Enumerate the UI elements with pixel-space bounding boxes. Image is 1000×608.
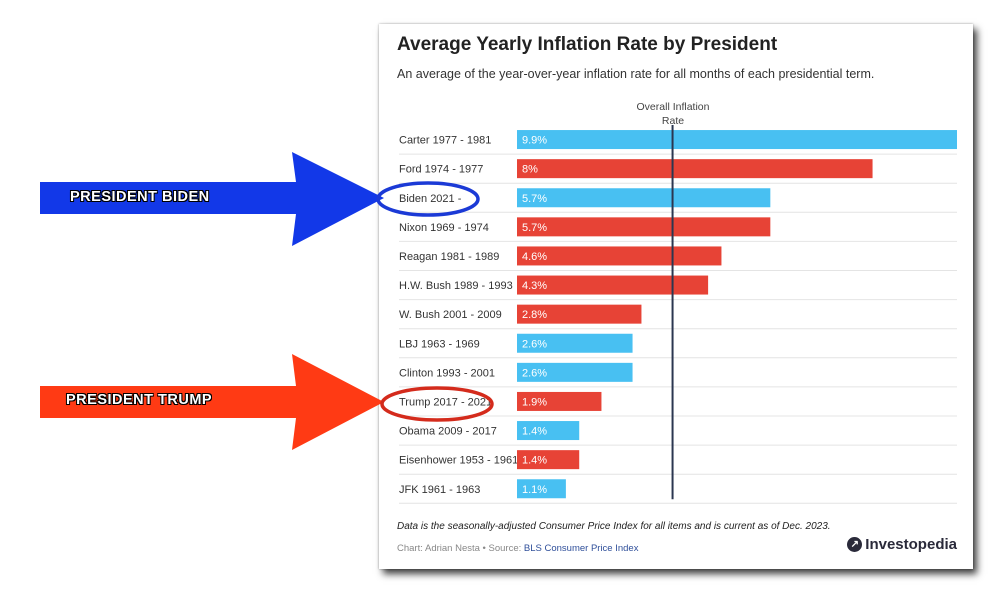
red-arrow-icon xyxy=(40,354,384,450)
chart-credit: Chart: Adrian Nesta • Source: BLS Consum… xyxy=(397,543,638,554)
bar xyxy=(517,159,873,179)
category-label: Ford 1974 - 1977 xyxy=(399,164,483,176)
bar xyxy=(517,130,957,150)
bar xyxy=(517,275,709,295)
bar xyxy=(517,391,602,411)
bar xyxy=(517,479,566,499)
bar xyxy=(517,217,771,237)
president-biden-callout: PRESIDENT BIDEN xyxy=(70,189,210,205)
biden-highlight-circle xyxy=(376,181,480,217)
source-link[interactable]: BLS Consumer Price Index xyxy=(523,543,639,554)
data-label: 2.8% xyxy=(522,309,547,321)
category-label: H.W. Bush 1989 - 1993 xyxy=(399,280,513,292)
bar-chart: Carter 1977 - 1981 9.9% Ford 1974 - 1977 8%… xyxy=(399,125,957,504)
category-label: Carter 1977 - 1981 xyxy=(399,135,491,147)
bar xyxy=(517,246,722,266)
bar xyxy=(517,421,580,441)
reference-label-line-1: Overall Inflation xyxy=(636,101,710,113)
chart-subtitle: An average of the year-over-year inflati… xyxy=(397,67,875,81)
chart-title: Average Yearly Inflation Rate by Preside… xyxy=(397,34,778,55)
chart-card: Average Yearly Inflation Rate by Preside… xyxy=(379,24,973,569)
data-label: 5.7% xyxy=(522,193,547,205)
category-label: Reagan 1981 - 1989 xyxy=(399,251,499,263)
data-label: 2.6% xyxy=(522,367,547,379)
category-label: JFK 1961 - 1963 xyxy=(399,484,480,496)
bar xyxy=(517,333,633,353)
data-label: 4.3% xyxy=(522,280,547,292)
category-label: LBJ 1963 - 1969 xyxy=(399,338,480,350)
category-label: W. Bush 2001 - 2009 xyxy=(399,309,502,321)
bar xyxy=(517,304,642,324)
category-label: Nixon 1969 - 1974 xyxy=(399,222,489,234)
data-label: 5.7% xyxy=(522,222,547,234)
data-label: 1.9% xyxy=(522,396,547,408)
brand-name: Investopedia xyxy=(865,536,957,553)
data-label: 1.4% xyxy=(522,455,547,467)
brand-logo: ↗ Investopedia xyxy=(847,536,957,553)
blue-arrow-icon xyxy=(40,152,384,246)
category-label: Clinton 1993 - 2001 xyxy=(399,367,495,379)
reference-label-line-2: Rate xyxy=(661,115,685,127)
category-label: Eisenhower 1953 - 1961 xyxy=(399,455,518,467)
bar xyxy=(517,362,633,382)
chart-footnote: Data is the seasonally-adjusted Consumer… xyxy=(397,521,831,532)
investopedia-logo-icon: ↗ xyxy=(847,537,863,552)
reference-line-label: Overall Inflation Rate xyxy=(619,100,727,128)
data-label: 9.9% xyxy=(522,135,547,147)
category-label: Obama 2009 - 2017 xyxy=(399,426,497,438)
bar xyxy=(517,188,771,208)
trump-highlight-circle xyxy=(380,386,494,422)
data-label: 2.6% xyxy=(522,338,547,350)
data-label: 1.4% xyxy=(522,426,547,438)
bar xyxy=(517,450,580,470)
data-label: 4.6% xyxy=(522,251,547,263)
credit-text: Chart: Adrian Nesta • Source: xyxy=(397,543,524,554)
category-label: Trump 2017 - 2021 xyxy=(399,396,492,408)
data-label: 8% xyxy=(522,164,538,176)
president-trump-callout: PRESIDENT TRUMP xyxy=(66,392,213,408)
data-label: 1.1% xyxy=(522,484,547,496)
category-label: Biden 2021 - xyxy=(399,193,462,205)
